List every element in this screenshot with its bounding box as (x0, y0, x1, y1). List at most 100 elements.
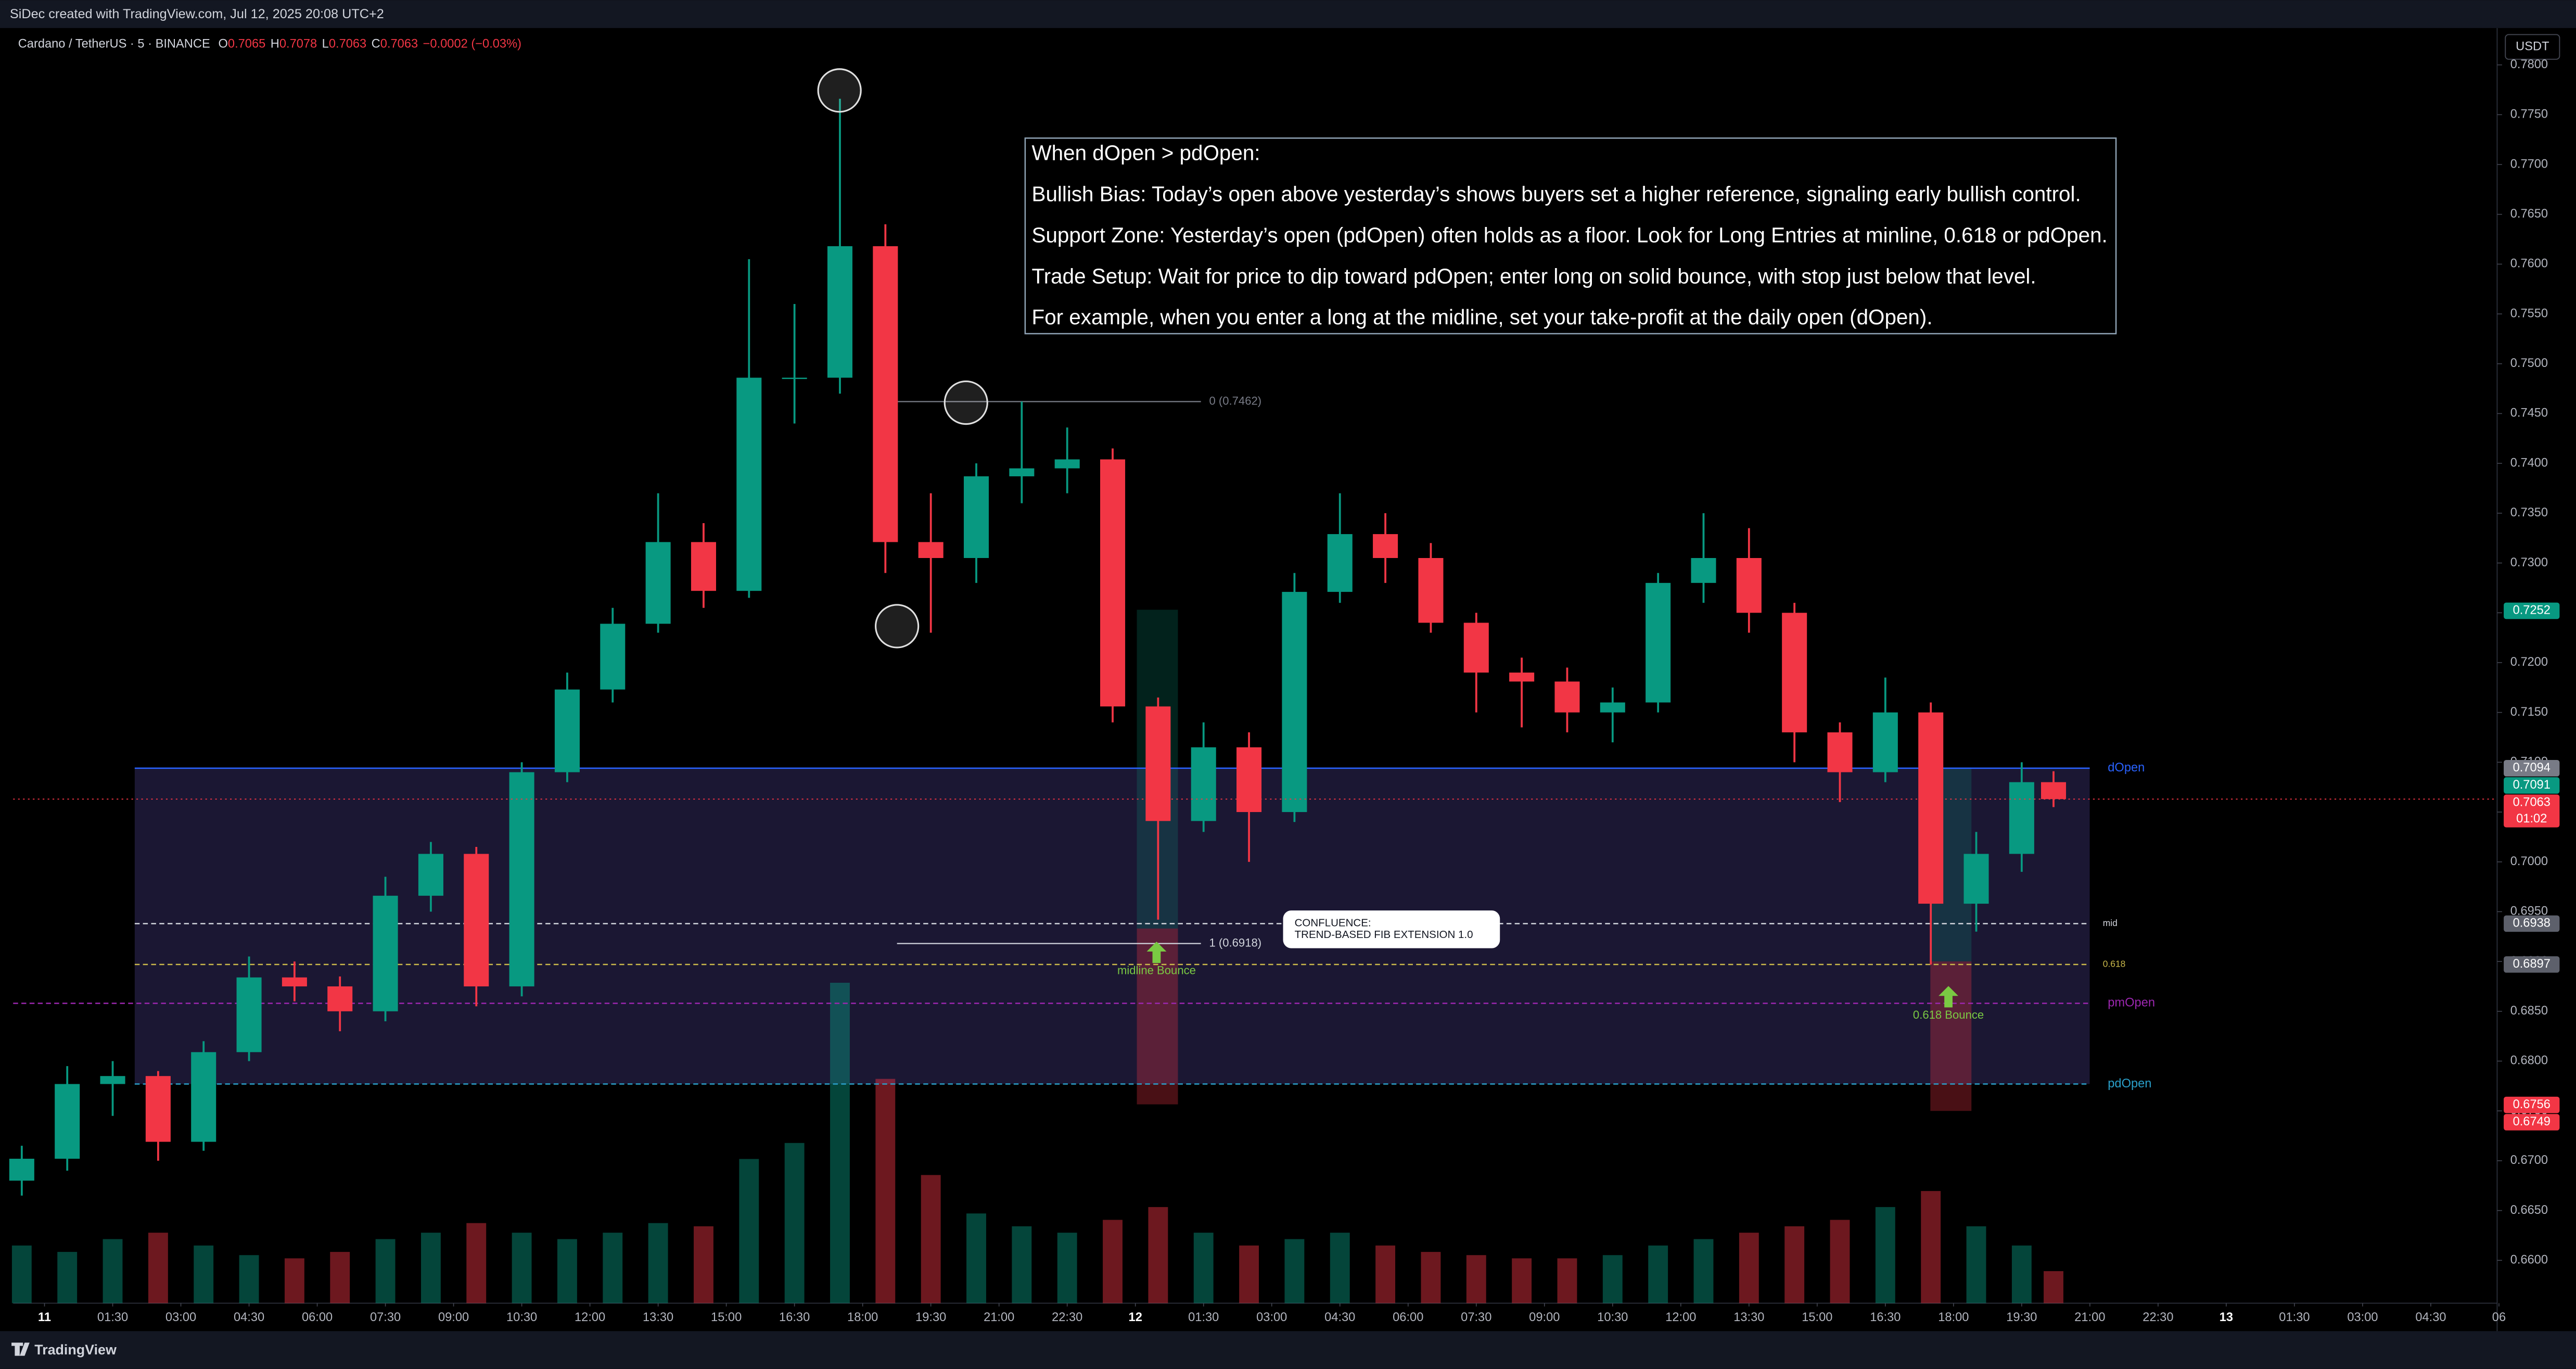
bounce-arrow (1146, 942, 1167, 964)
x-tick-label: 03:00 (2347, 1311, 2378, 1324)
candle-body (873, 246, 898, 542)
ohlc-key: O (219, 37, 228, 51)
candle-body (191, 1052, 216, 1142)
y-tick-label: 0.7450 (2510, 407, 2548, 420)
x-tick-label: 12 (1129, 1311, 1142, 1324)
candle-body (1918, 712, 1944, 904)
volume-bar (103, 1239, 123, 1303)
x-tick-label: 11 (38, 1311, 51, 1324)
x-tick-label: 09:00 (1529, 1311, 1560, 1324)
bottom-bar (0, 1331, 2576, 1369)
candle-body (782, 377, 807, 379)
logo-icon (11, 1342, 30, 1356)
volume-bar (1239, 1245, 1259, 1303)
price-label-box (2504, 794, 2560, 828)
level-label: dOpen (2108, 761, 2145, 775)
candle-body (645, 542, 671, 624)
price-label-box (2504, 602, 2560, 619)
price-label: 0.6897 (2513, 957, 2551, 971)
candle-body (236, 977, 262, 1053)
volume-bar (694, 1226, 713, 1303)
volume-bar (2044, 1271, 2063, 1303)
callout-text: TREND-BASED FIB EXTENSION 1.0 (1295, 929, 1473, 941)
candle-body (1418, 557, 1444, 623)
callout-box (1283, 910, 1500, 948)
logo: TradingView (34, 1342, 117, 1358)
candle-body (1009, 468, 1035, 477)
x-tick-label: 12:00 (1665, 1311, 1696, 1324)
candle-body (1872, 712, 1898, 772)
highlight-circle (943, 380, 988, 425)
x-tick-label: 21:00 (984, 1311, 1014, 1324)
credit: SiDec created with TradingView.com, Jul … (10, 7, 384, 21)
x-tick-label: 18:00 (1938, 1311, 1969, 1324)
ohlc-legend: Cardano / TetherUS · 5 · BINANCE O0.7065 H… (18, 37, 521, 51)
ohlc-key: H (271, 37, 279, 51)
candle-body (327, 986, 353, 1011)
candle-body (1963, 854, 1989, 904)
volume-bar (603, 1233, 623, 1303)
volume-bar (1602, 1255, 1623, 1303)
y-tick-label: 0.6600 (2510, 1253, 2548, 1267)
candle-body (1327, 534, 1353, 592)
volume-bar (1966, 1226, 1986, 1303)
x-tick-label: 16:30 (779, 1311, 810, 1324)
y-tick-label: 0.7150 (2510, 705, 2548, 719)
candle-body (1691, 557, 1716, 583)
y-tick-label: 0.7650 (2510, 207, 2548, 221)
top-bar (0, 0, 2576, 28)
x-tick-label: 16:30 (1870, 1311, 1901, 1324)
level-label: 0.618 (2103, 958, 2125, 969)
y-tick-label: 0.6800 (2510, 1054, 2548, 1068)
x-tick-label: 04:30 (1324, 1311, 1355, 1324)
volume-bar (57, 1252, 78, 1303)
y-tick-label: 0.7300 (2510, 556, 2548, 569)
x-tick-label: 09:00 (438, 1311, 469, 1324)
volume-bar (420, 1233, 441, 1303)
volume-bar (148, 1233, 168, 1303)
volume-bar (2011, 1245, 2032, 1303)
currency-box (2505, 34, 2560, 60)
x-tick-label: 22:30 (1052, 1311, 1082, 1324)
candle-body (1736, 557, 1762, 613)
x-tick-label: 15:00 (711, 1311, 742, 1324)
x-tick-label: 19:30 (915, 1311, 946, 1324)
candle-body (1463, 623, 1489, 673)
candle-body (1600, 702, 1625, 713)
volume-bar (284, 1258, 304, 1303)
candle-body (554, 689, 580, 772)
highlight-circle (875, 604, 920, 649)
fib-label: 1 (0.6918) (1209, 936, 1261, 949)
y-tick-label: 0.7700 (2510, 157, 2548, 171)
x-tick-label: 06:00 (1393, 1311, 1423, 1324)
x-tick-label: 10:30 (1597, 1311, 1628, 1324)
candle-body (9, 1159, 34, 1181)
volume-bar (648, 1223, 668, 1303)
x-tick-label: 01:30 (2279, 1311, 2310, 1324)
callout-text: CONFLUENCE: (1295, 917, 1371, 929)
volume-bar (1739, 1233, 1759, 1303)
volume-bar (784, 1143, 805, 1303)
open-zone (134, 768, 2090, 1084)
x-tick-label: 01:30 (1188, 1311, 1219, 1324)
volume-bar (1103, 1220, 1123, 1303)
candle-body (964, 476, 989, 558)
bounce-arrow (1939, 986, 1959, 1008)
volume-bar (966, 1213, 986, 1303)
volume-bar (466, 1223, 487, 1303)
volume-bar (1921, 1191, 1941, 1303)
volume-bar (1375, 1245, 1396, 1303)
candle-body (100, 1076, 125, 1084)
ohlc-key: C (372, 37, 380, 51)
volume-bar (194, 1245, 214, 1303)
ohlc-value: 0.7065 (228, 37, 265, 51)
candle-body (145, 1076, 171, 1142)
volume-bar (1648, 1245, 1668, 1303)
x-tick-label: 13:30 (1733, 1311, 1764, 1324)
x-tick-label: 21:00 (2074, 1311, 2105, 1324)
price-label-box (2504, 915, 2560, 932)
x-tick-label: 01:30 (97, 1311, 128, 1324)
x-tick-label: 22:30 (2143, 1311, 2173, 1324)
level-label: pmOpen (2108, 996, 2155, 1010)
